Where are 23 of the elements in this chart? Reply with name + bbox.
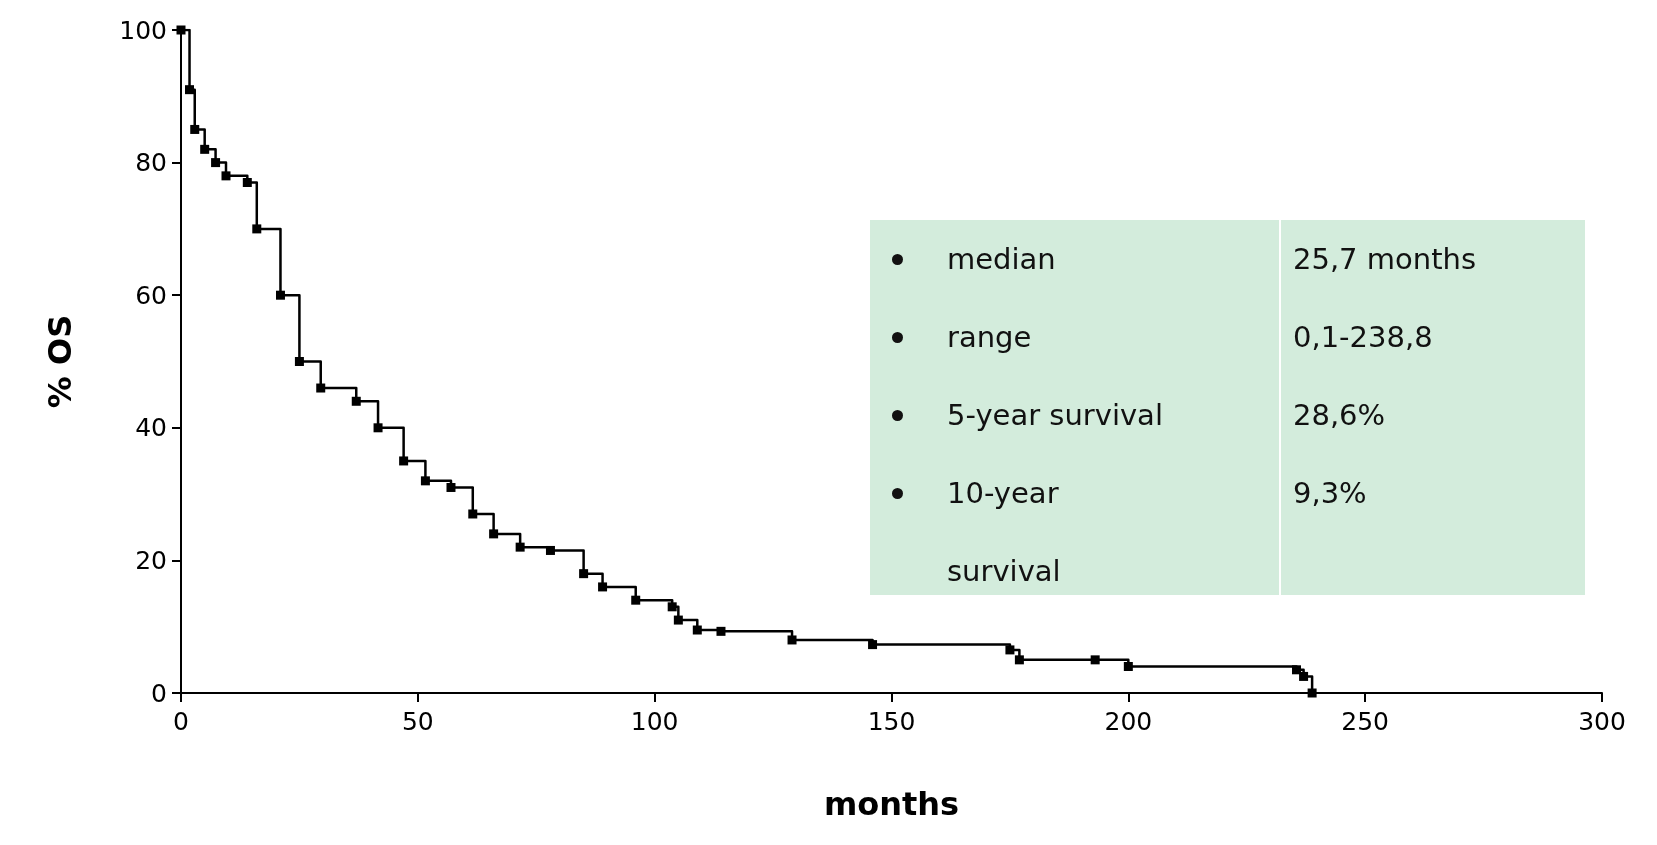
annotation: 28,6% <box>1292 397 1386 434</box>
x-tick-label: 0 <box>173 707 189 736</box>
x-axis-title: months <box>823 785 960 823</box>
x-tick-label: 250 <box>1341 707 1390 736</box>
annotation: median <box>947 241 1057 278</box>
x-tick-label: 200 <box>1104 707 1153 736</box>
y-tick-label: 0 <box>151 678 167 708</box>
annotation: 9,3% <box>1292 475 1367 512</box>
y-tick-label: 60 <box>135 280 167 310</box>
annotation: 0,1-238,8 <box>1292 319 1433 356</box>
x-tick-label: 100 <box>630 707 679 736</box>
y-tick-label: 20 <box>135 545 167 575</box>
annotation: 5-year survival <box>947 397 1164 434</box>
annotation: 25,7 months <box>1292 241 1477 278</box>
y-tick-label: 100 <box>119 15 167 45</box>
x-tick-label: 150 <box>867 707 916 736</box>
x-tick-label: 50 <box>401 707 434 736</box>
y-tick-label: 80 <box>135 148 167 178</box>
y-axis-title: % OS <box>41 314 79 409</box>
annotation: range <box>947 319 1033 356</box>
x-tick-label: 300 <box>1578 707 1626 736</box>
text: 10-year survival <box>947 476 1061 588</box>
y-tick-label: 40 <box>135 413 167 443</box>
